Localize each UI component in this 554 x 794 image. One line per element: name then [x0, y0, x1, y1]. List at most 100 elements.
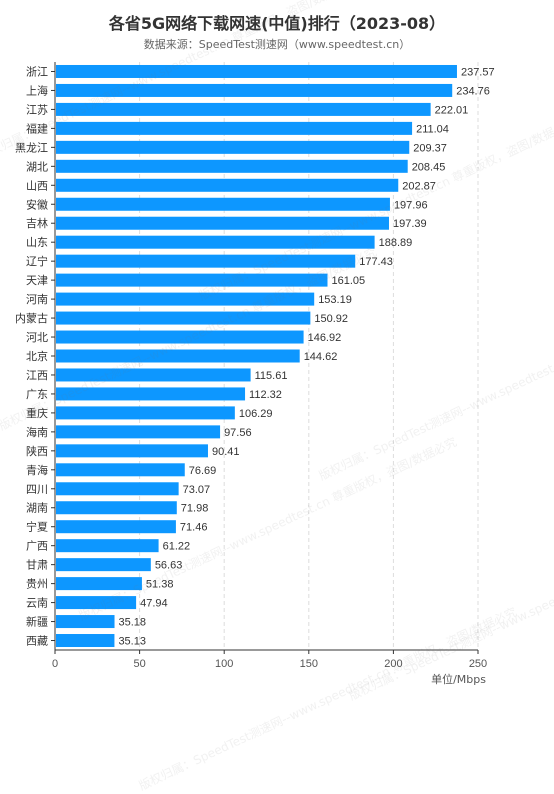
value-label: 197.96 [394, 199, 428, 211]
value-label: 35.18 [119, 617, 147, 629]
bar [56, 197, 390, 211]
category-label: 陕西 [26, 444, 48, 458]
category-label: 浙江 [26, 65, 48, 78]
bar [56, 159, 408, 173]
bar [56, 178, 399, 192]
value-label: 56.63 [155, 560, 183, 572]
bar [56, 425, 221, 439]
value-label: 202.87 [402, 180, 436, 192]
value-label: 76.69 [189, 465, 217, 477]
category-label: 重庆 [26, 406, 48, 420]
category-label: 吉林 [26, 216, 48, 230]
value-label: 106.29 [239, 408, 273, 420]
bar [56, 482, 179, 496]
value-label: 222.01 [435, 104, 469, 116]
bar [56, 501, 177, 515]
bar [56, 273, 328, 287]
value-label: 150.92 [314, 313, 348, 325]
unit-label: 单位/Mbps [431, 673, 486, 686]
category-label: 湖北 [26, 160, 48, 173]
value-label: 47.94 [140, 598, 168, 610]
bar [56, 349, 300, 363]
category-label: 四川 [26, 483, 48, 496]
chart-subtitle: 数据来源：SpeedTest测速网（www.speedtest.cn） [143, 38, 411, 51]
value-label: 153.19 [318, 294, 352, 306]
category-label: 广西 [26, 540, 48, 553]
value-label: 211.04 [416, 123, 449, 135]
x-tick-label: 250 [469, 658, 487, 670]
bar [56, 577, 142, 591]
category-label: 江苏 [26, 103, 48, 116]
value-label: 71.46 [180, 522, 208, 534]
value-label: 234.76 [456, 85, 490, 97]
bar [56, 615, 115, 629]
bar-chart: 0 50 100 150 200 250 浙江 237.57 上海 234.76 江苏 222.01 福… [15, 62, 495, 670]
value-label: 144.62 [304, 351, 338, 363]
category-label: 山西 [26, 179, 48, 192]
category-label: 山东 [26, 236, 48, 249]
category-label: 西藏 [26, 635, 48, 648]
category-label: 天津 [26, 274, 48, 287]
category-label: 甘肃 [26, 559, 48, 572]
category-label: 安徽 [26, 197, 48, 211]
bar [56, 292, 315, 306]
bar [56, 235, 375, 249]
value-label: 51.38 [146, 579, 174, 591]
bar [56, 330, 304, 344]
value-label: 177.43 [359, 256, 393, 268]
category-label: 北京 [26, 349, 48, 363]
category-label: 江西 [26, 369, 48, 382]
category-label: 青海 [26, 463, 48, 477]
chart-title: 各省5G网络下载网速(中值)排行（2023-08） [108, 14, 446, 33]
category-label: 贵州 [26, 578, 48, 591]
category-label: 河南 [26, 293, 48, 306]
bar [56, 558, 151, 572]
value-label: 71.98 [181, 503, 209, 515]
value-label: 73.07 [183, 484, 211, 496]
x-tick-label: 0 [52, 658, 58, 670]
category-label: 湖南 [26, 502, 48, 515]
category-label: 辽宁 [26, 254, 48, 268]
category-label: 海南 [26, 425, 48, 439]
category-label: 广东 [26, 388, 48, 401]
bar [56, 406, 235, 420]
x-tick-label: 200 [384, 658, 402, 670]
bar [56, 387, 246, 401]
category-label: 福建 [26, 121, 48, 135]
bar [56, 596, 137, 610]
category-label: 黑龙江 [15, 141, 48, 154]
bar [56, 368, 251, 382]
category-label: 宁夏 [26, 520, 48, 534]
x-tick-label: 50 [133, 658, 145, 670]
bar [56, 254, 356, 268]
x-tick-label: 150 [300, 658, 318, 670]
bar [56, 102, 431, 116]
bar [56, 463, 185, 477]
category-label: 内蒙古 [15, 311, 48, 325]
bar [56, 83, 453, 97]
bar [56, 444, 208, 458]
value-label: 97.56 [224, 427, 252, 439]
value-label: 161.05 [331, 275, 365, 287]
bar [56, 520, 176, 534]
value-label: 112.32 [249, 389, 282, 401]
value-label: 197.39 [393, 218, 427, 230]
category-label: 新疆 [26, 615, 48, 629]
value-label: 146.92 [308, 332, 342, 344]
value-label: 188.89 [379, 237, 413, 249]
bar [56, 311, 311, 325]
value-label: 90.41 [212, 446, 240, 458]
category-label: 河北 [26, 331, 48, 344]
value-label: 209.37 [413, 142, 447, 154]
value-label: 115.61 [255, 370, 288, 382]
category-label: 上海 [26, 83, 48, 97]
bar [56, 140, 410, 154]
value-label: 61.22 [163, 541, 191, 553]
category-label: 云南 [26, 597, 48, 610]
bar [56, 64, 457, 78]
bar [56, 121, 413, 135]
value-label: 237.57 [461, 66, 495, 78]
value-label: 208.45 [412, 161, 446, 173]
bar [56, 634, 115, 648]
value-label: 35.13 [118, 636, 146, 648]
